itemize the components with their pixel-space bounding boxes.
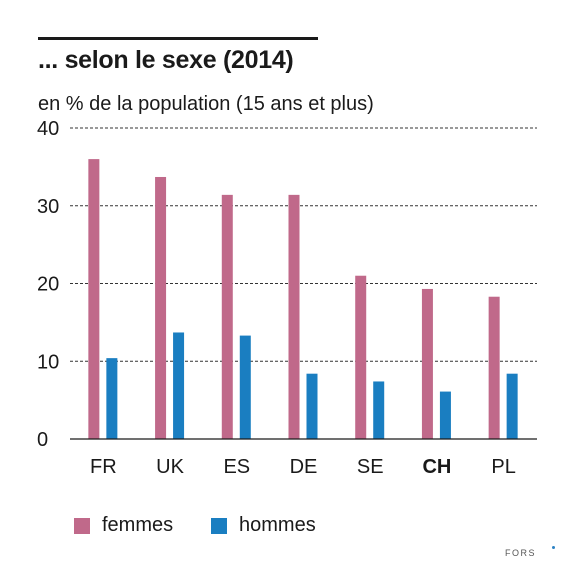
y-tick-label: 40 bbox=[37, 118, 59, 140]
legend-item-femmes: femmes bbox=[74, 514, 173, 537]
x-tick-label: SE bbox=[357, 456, 384, 478]
bar-hommes-uk bbox=[173, 332, 185, 439]
x-tick-label: DE bbox=[290, 456, 318, 478]
x-tick-label: CH bbox=[422, 456, 451, 478]
title-rule bbox=[38, 37, 318, 40]
bars bbox=[88, 159, 518, 440]
bar-hommes-de bbox=[306, 373, 318, 439]
x-tick-label: UK bbox=[156, 456, 184, 478]
bar-femmes-fr bbox=[88, 159, 100, 439]
bar-femmes-ch bbox=[421, 288, 433, 439]
credit-logo-dot bbox=[552, 546, 555, 549]
x-tick-label: FR bbox=[90, 456, 117, 478]
chart-subtitle: en % de la population (15 ans et plus) bbox=[38, 93, 374, 115]
x-tick-label: ES bbox=[223, 456, 250, 478]
y-tick-label: 10 bbox=[37, 351, 59, 373]
bar-hommes-pl bbox=[506, 373, 518, 439]
bar-hommes-es bbox=[239, 335, 251, 439]
y-tick-label: 30 bbox=[37, 196, 59, 218]
legend-swatch-hommes bbox=[211, 517, 227, 534]
bar-femmes-pl bbox=[488, 296, 500, 439]
bar-hommes-fr bbox=[106, 358, 118, 439]
legend-label-femmes: femmes bbox=[102, 514, 174, 536]
bar-femmes-se bbox=[355, 275, 367, 439]
y-tick-label: 20 bbox=[37, 274, 59, 296]
bar-femmes-de bbox=[288, 194, 300, 439]
bar-hommes-ch bbox=[439, 391, 451, 439]
bar-hommes-se bbox=[373, 381, 385, 439]
chart-title: ... selon le sexe (2014) bbox=[38, 46, 294, 74]
legend-label-hommes: hommes bbox=[239, 514, 316, 536]
bar-femmes-uk bbox=[155, 176, 167, 440]
x-axis-ticks: FR UK ES DE SE CH PL bbox=[90, 456, 516, 478]
credit-logo: FORS bbox=[505, 548, 537, 558]
legend-item-hommes: hommes bbox=[211, 514, 316, 537]
y-tick-label: 0 bbox=[37, 429, 48, 451]
bar-femmes-es bbox=[221, 194, 233, 439]
x-tick-label: PL bbox=[491, 456, 515, 478]
gridlines bbox=[70, 127, 537, 362]
y-axis-ticks: 0 10 20 30 40 bbox=[37, 118, 59, 451]
legend-swatch-femmes bbox=[74, 517, 90, 534]
